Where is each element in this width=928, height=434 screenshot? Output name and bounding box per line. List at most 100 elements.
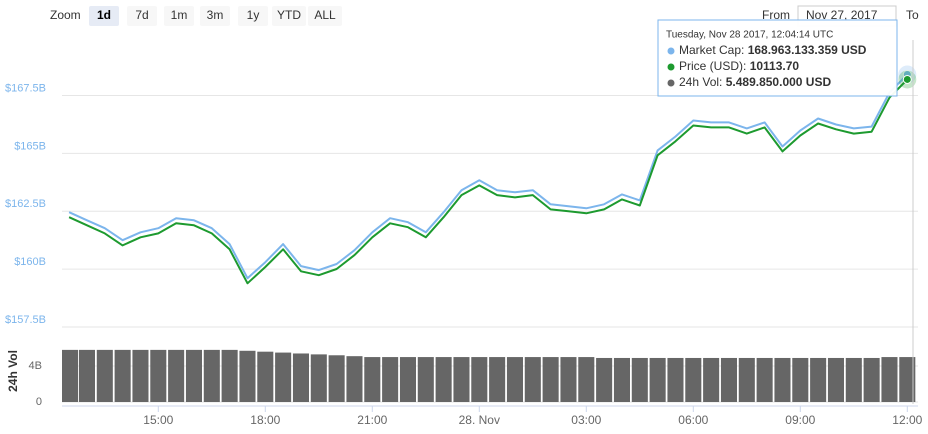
- zoom-button[interactable]: YTD: [272, 6, 306, 26]
- volume-bar: [132, 349, 149, 402]
- volume-bar: [524, 357, 541, 402]
- volume-bar: [489, 357, 506, 402]
- y-tick-label: $157.5B: [5, 314, 46, 326]
- zoom-button-label: 7d: [135, 8, 148, 22]
- from-value: Nov 27, 2017: [806, 8, 878, 22]
- x-tick-label: 09:00: [785, 413, 815, 427]
- zoom-button-label: 1d: [97, 8, 111, 22]
- volume-bar: [435, 357, 452, 402]
- volume-bar: [150, 349, 167, 402]
- x-tick-label: 18:00: [250, 413, 280, 427]
- series-line: [68, 78, 909, 285]
- volume-bar: [417, 357, 434, 402]
- volume-bar: [810, 357, 827, 402]
- volume-bar: [720, 357, 737, 402]
- volume-bar: [471, 357, 488, 402]
- volume-bar: [203, 349, 220, 402]
- tooltip-value: 10113.70: [750, 59, 800, 73]
- y-tick-label: $165B: [14, 140, 46, 152]
- volume-bar: [613, 357, 630, 402]
- volume-bar: [827, 357, 844, 402]
- volume-bar: [881, 357, 898, 402]
- y-tick-label: $162.5B: [5, 198, 46, 210]
- tooltip-dot: [667, 47, 675, 55]
- to-label: To: [906, 8, 919, 22]
- volume-bar: [292, 353, 309, 402]
- volume-bar: [221, 349, 238, 402]
- tooltip-dot: [667, 79, 675, 87]
- zoom-button-bg: [200, 6, 230, 26]
- volume-bar: [114, 349, 131, 402]
- volume-bar: [845, 357, 862, 402]
- volume-bar: [596, 357, 613, 402]
- zoom-buttons: 1d 7d 1m 3m 1y YTD ALL: [89, 6, 342, 26]
- tooltip-label: Price (USD):: [679, 59, 746, 73]
- zoom-button-bg: [238, 6, 268, 26]
- y-tick-label: 4B: [29, 360, 42, 372]
- zoom-button-bg: [164, 6, 194, 26]
- volume-bar: [96, 349, 113, 402]
- from-label: From: [762, 8, 790, 22]
- volume-bar: [756, 357, 773, 402]
- volume-bar: [649, 357, 666, 402]
- tooltip: Tuesday, Nov 28 2017, 12:04:14 UTC Marke…: [657, 19, 898, 97]
- volume-bar: [257, 351, 274, 402]
- zoom-button-label: YTD: [277, 8, 301, 22]
- x-tick-label: 21:00: [357, 413, 387, 427]
- volume-bar: [774, 357, 791, 402]
- x-tick-label: 06:00: [678, 413, 708, 427]
- tooltip-value: 5.489.850.000 USD: [726, 75, 832, 89]
- tooltip-label: Market Cap:: [679, 43, 744, 57]
- series-line: [68, 73, 909, 280]
- volume-bar: [239, 350, 256, 402]
- x-tick-label: 03:00: [571, 413, 601, 427]
- volume-bar: [382, 357, 399, 402]
- volume-bar: [578, 357, 595, 402]
- volume-bar: [168, 349, 185, 402]
- volume-bar: [792, 357, 809, 402]
- zoom-button[interactable]: 1d: [89, 6, 119, 26]
- volume-bar: [631, 357, 648, 402]
- volume-bar: [542, 357, 559, 402]
- volume-bar: [863, 357, 880, 402]
- tooltip-row: 24h Vol: 5.489.850.000 USD: [679, 75, 831, 89]
- tooltip-box: [657, 19, 898, 97]
- tooltip-row: Price (USD): 10113.70: [679, 59, 799, 73]
- volume-bar: [506, 357, 523, 402]
- zoom-button-bg: [89, 6, 119, 26]
- zoom-label: Zoom: [50, 8, 81, 22]
- zoom-button[interactable]: ALL: [308, 6, 342, 26]
- zoom-button[interactable]: 7d: [127, 6, 157, 26]
- zoom-button-label: 3m: [207, 8, 224, 22]
- volume-bar: [560, 357, 577, 402]
- zoom-button-bg: [308, 6, 342, 26]
- zoom-button-bg: [272, 6, 306, 26]
- volume-bar: [667, 357, 684, 402]
- tooltip-row: Market Cap: 168.963.133.359 USD: [679, 43, 867, 57]
- volume-bar: [399, 357, 416, 402]
- hover-point: [902, 74, 912, 84]
- plot: $157.5B $160B $162.5B $165B $167.5B 0 4B 24h Vo…: [5, 65, 923, 427]
- zoom-button[interactable]: 1m: [164, 6, 194, 26]
- volume-bar: [685, 357, 702, 402]
- tooltip-value: 168.963.133.359 USD: [748, 43, 867, 57]
- tooltip-label: 24h Vol:: [679, 75, 722, 89]
- volume-bar: [310, 354, 327, 402]
- volume-bar: [364, 357, 381, 402]
- zoom-button[interactable]: 1y: [238, 6, 268, 26]
- tooltip-date: Tuesday, Nov 28 2017, 12:04:14 UTC: [666, 30, 833, 41]
- volume-bar: [703, 357, 720, 402]
- volume-bar: [185, 349, 202, 402]
- zoom-button[interactable]: 3m: [200, 6, 230, 26]
- volume-bar: [62, 349, 79, 402]
- x-tick-label: 12:00: [892, 413, 922, 427]
- volume-bar: [78, 349, 95, 402]
- x-tick-label: 15:00: [143, 413, 173, 427]
- volume-bar: [275, 352, 292, 402]
- zoom-button-label: 1y: [247, 8, 260, 22]
- volume-bar: [453, 357, 470, 402]
- volume-bar: [738, 357, 755, 402]
- volume-bar: [328, 355, 345, 402]
- zoom-button-label: 1m: [171, 8, 188, 22]
